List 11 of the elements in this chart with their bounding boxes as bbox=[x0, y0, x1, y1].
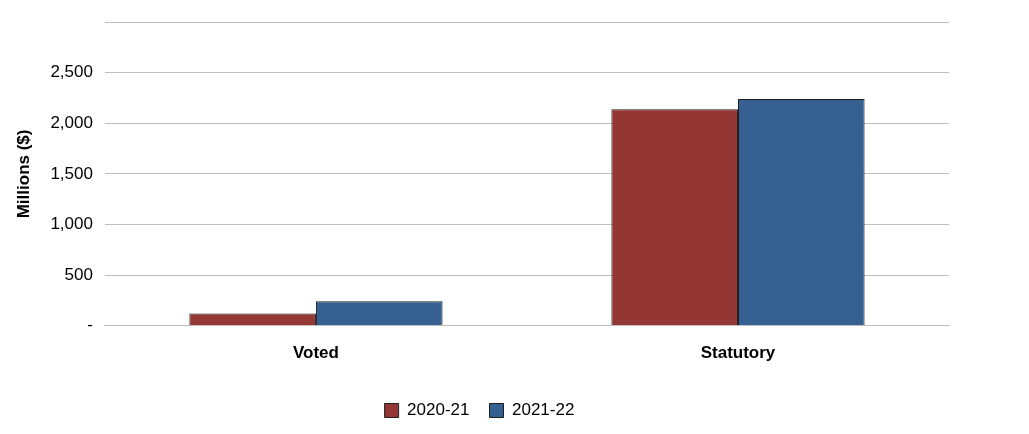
x-tick-label: Statutory bbox=[700, 343, 776, 363]
y-tick-label: 500 bbox=[64, 264, 93, 284]
y-tick-label: - bbox=[87, 315, 93, 335]
legend-label: 2021-22 bbox=[512, 400, 575, 420]
legend-label: 2020-21 bbox=[407, 400, 470, 420]
y-tick-label: 1,500 bbox=[50, 163, 93, 183]
y-tick-label: 2,000 bbox=[50, 113, 93, 133]
y-tick-label: 2,500 bbox=[50, 62, 93, 82]
y-axis-title: Millions ($) bbox=[13, 129, 33, 219]
x-tick-label: Voted bbox=[292, 343, 339, 363]
y-tick-label: 1,000 bbox=[50, 214, 93, 234]
